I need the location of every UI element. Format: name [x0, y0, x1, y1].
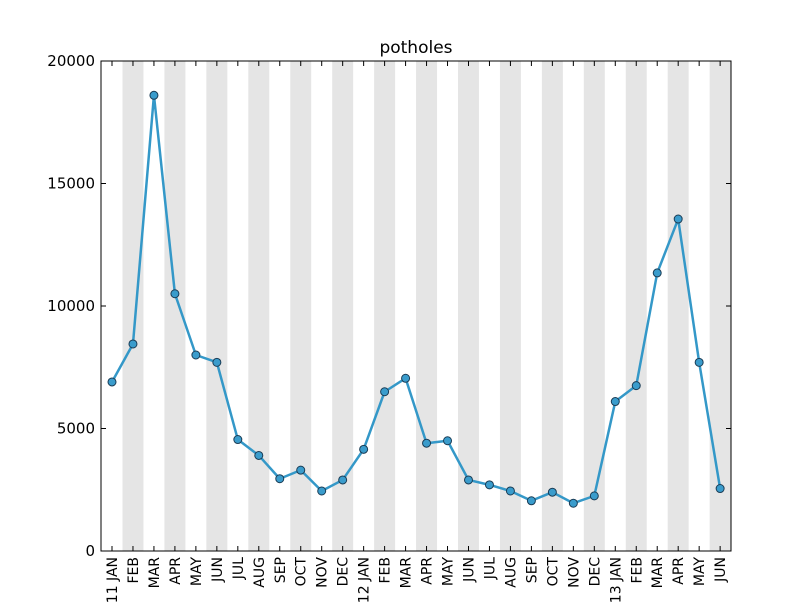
y-tick-label: 0 — [85, 542, 95, 560]
x-tick-label: MAR — [399, 557, 415, 589]
x-tick-label: SEP — [524, 557, 540, 583]
shade-band — [164, 61, 186, 551]
shade-band — [709, 61, 731, 551]
y-tick-label: 20000 — [47, 52, 95, 70]
data-point — [170, 289, 180, 299]
shade-band — [541, 61, 563, 551]
data-point — [526, 496, 536, 506]
data-point — [317, 486, 327, 496]
data-point — [610, 397, 620, 407]
data-point — [107, 377, 117, 387]
data-point — [212, 357, 222, 367]
x-tick-label: OCT — [294, 557, 310, 587]
x-tick-label: JUL — [482, 557, 498, 580]
x-tick-label: JUN — [210, 557, 226, 583]
x-tick-label: APR — [671, 557, 687, 585]
shade-band — [499, 61, 521, 551]
shade-band — [416, 61, 438, 551]
data-point — [443, 436, 453, 446]
chart-title: potholes — [379, 38, 452, 58]
shade-band — [667, 61, 689, 551]
data-point — [275, 474, 285, 484]
x-tick-label: 12 JAN — [357, 557, 373, 603]
x-tick-label: FEB — [126, 557, 142, 584]
data-point — [568, 498, 578, 508]
data-point — [505, 486, 515, 496]
x-tick-label: JUL — [231, 557, 247, 580]
x-tick-label: SEP — [273, 557, 289, 583]
data-point — [296, 465, 306, 475]
data-point — [715, 484, 725, 494]
alternating-bands — [122, 61, 731, 551]
data-markers — [107, 90, 725, 508]
y-tick-labels: 0 5000 10000 15000 20000 — [47, 52, 95, 560]
shade-band — [248, 61, 270, 551]
shade-band — [332, 61, 354, 551]
x-tick-label: JUN — [713, 557, 729, 583]
data-point — [401, 373, 411, 383]
shade-band — [458, 61, 479, 551]
x-tick-label: APR — [420, 557, 436, 585]
x-tick-label: DEC — [587, 557, 603, 587]
data-point — [463, 475, 473, 485]
data-point — [484, 480, 494, 490]
x-tick-label: FEB — [629, 557, 645, 584]
data-point — [254, 450, 264, 460]
x-tick-label: MAR — [650, 557, 666, 589]
shade-band — [290, 61, 312, 551]
shade-band — [206, 61, 228, 551]
y-tick-label: 15000 — [47, 175, 95, 193]
x-tick-label: MAY — [692, 557, 708, 587]
x-tick-label: AUG — [252, 557, 268, 588]
x-tick-labels: 11 JAN FEB MAR APR MAY JUN JUL AUG SEP OCT NOV DEC 1… — [105, 557, 729, 604]
data-point — [694, 357, 704, 367]
x-tick-label: APR — [168, 557, 184, 585]
data-point — [589, 491, 599, 501]
data-point — [547, 487, 557, 497]
data-point — [149, 90, 159, 100]
x-tick-label: MAY — [441, 557, 457, 587]
shade-band — [122, 61, 144, 551]
data-point — [191, 350, 201, 360]
x-tick-label: DEC — [336, 557, 352, 587]
data-point — [233, 435, 243, 445]
data-point — [380, 387, 390, 397]
data-point — [631, 381, 641, 391]
y-tick-label: 5000 — [57, 420, 95, 438]
data-point — [673, 214, 683, 224]
x-tick-label: 11 JAN — [105, 557, 121, 603]
x-tick-label: 13 JAN — [608, 557, 624, 603]
x-tick-label: OCT — [545, 557, 561, 587]
y-tick-label: 10000 — [47, 297, 95, 315]
data-point — [422, 438, 432, 448]
data-point — [652, 268, 662, 278]
shade-band — [625, 61, 647, 551]
x-tick-label: NOV — [566, 557, 582, 588]
axis-ticks — [101, 60, 731, 552]
data-point — [338, 475, 348, 485]
x-tick-label: NOV — [315, 557, 331, 588]
data-point — [128, 339, 138, 349]
x-tick-label: AUG — [503, 557, 519, 588]
shade-band — [374, 61, 396, 551]
x-tick-label: FEB — [378, 557, 394, 584]
x-tick-label: JUN — [461, 557, 477, 583]
x-tick-label: MAR — [147, 557, 163, 589]
x-tick-label: MAY — [189, 557, 205, 587]
shade-band — [583, 61, 605, 551]
data-point — [359, 444, 369, 454]
